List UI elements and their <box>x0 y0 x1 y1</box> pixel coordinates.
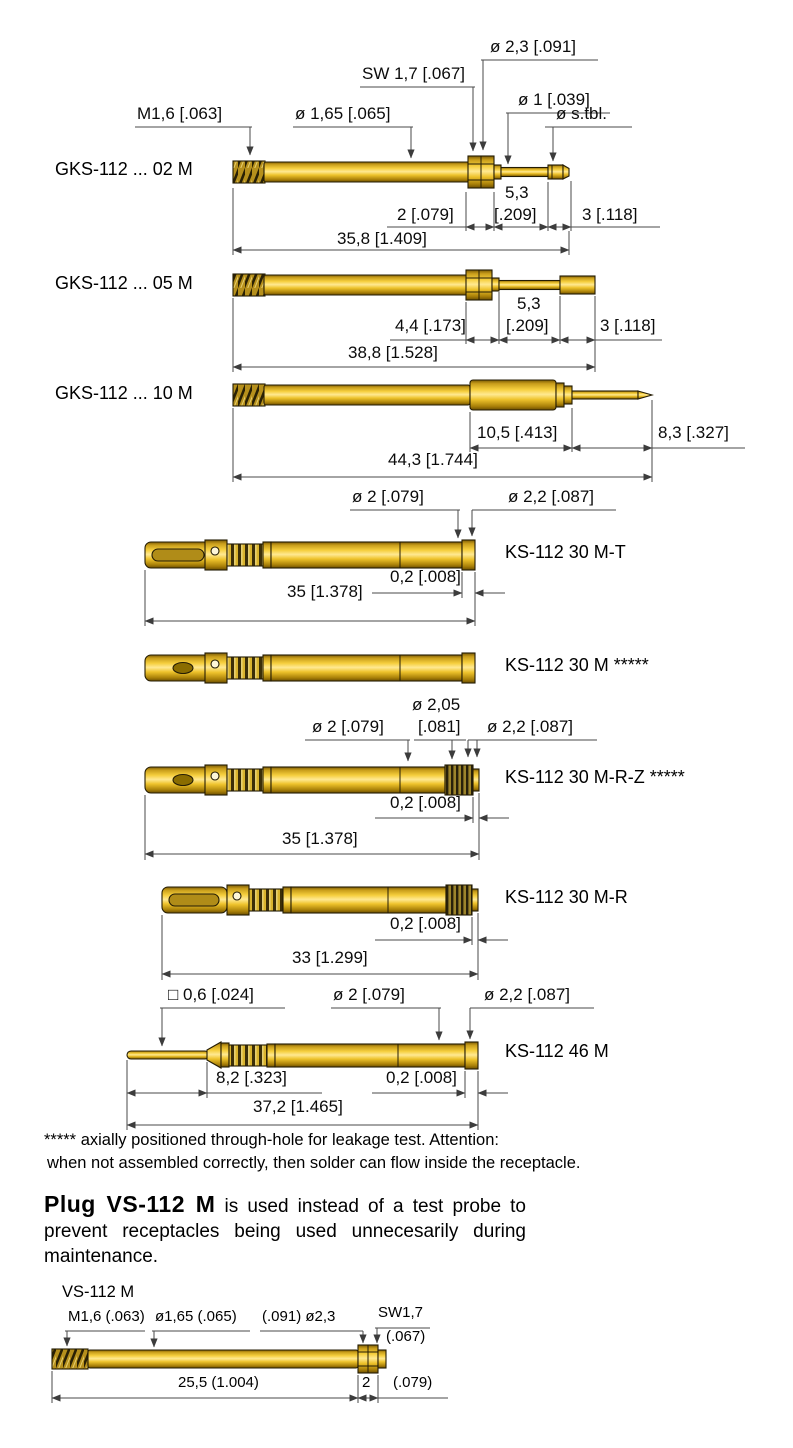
dim-gks05-total: 38,8 [1.528] <box>348 343 438 362</box>
dim-gks02-209: [.209] <box>494 205 537 224</box>
label-gks02-d1: ø 1 [.039] <box>518 90 590 109</box>
label-ks46m-sq: □ 0,6 [.024] <box>168 985 254 1004</box>
model-label-vs112: VS-112 M <box>62 1283 135 1301</box>
probe-ks30mrz-drawing <box>144 764 480 796</box>
model-label-ks46m: KS-112 46 M <box>505 1041 609 1061</box>
dim-ks30mrz-total: 35 [1.378] <box>282 829 358 848</box>
label-ks30mrz-d205: ø 2,05 <box>412 695 461 714</box>
dim-gks05-44: 4,4 [.173] <box>395 316 466 335</box>
gks10-dimensions <box>232 400 745 482</box>
dim-ks30mt-total: 35 [1.378] <box>287 582 363 601</box>
model-label-ks30mt: KS-112 30 M-T <box>505 542 626 562</box>
model-label-ks30mr: KS-112 30 M-R <box>505 887 628 907</box>
label-ks30mrz-d22: ø 2,2 [.087] <box>487 717 573 736</box>
dim-vs112-total: 25,5 (1.004) <box>178 1374 259 1391</box>
label-gks02-d165: ø 1,65 [.065] <box>295 104 391 123</box>
dim-gks02-3: 3 [.118] <box>582 205 638 224</box>
plug-note-title: Plug VS-112 M <box>44 1191 216 1217</box>
label-gks02-m16: M1,6 [.063] <box>137 104 223 123</box>
dim-ks30mt-02: 0,2 [.008] <box>390 567 461 586</box>
probe-gks05-drawing <box>232 269 596 301</box>
label-vs112-sw: SW1,7 <box>378 1304 424 1321</box>
vs112-dimensions <box>51 1327 448 1403</box>
dim-ks30mrz-02: 0,2 [.008] <box>390 793 461 812</box>
model-label-ks30mrz: KS-112 30 M-R-Z ***** <box>505 767 685 787</box>
label-vs112-d165: ø1,65 (.065) <box>155 1308 237 1325</box>
dim-gks02-total: 35,8 [1.409] <box>337 229 427 248</box>
ks30mt-dimensions <box>144 509 616 626</box>
ks46m-dimensions <box>126 1007 594 1130</box>
plug-note-paragraph: Plug VS-112 M is used instead of a test … <box>44 1192 526 1269</box>
label-ks46m-d22: ø 2,2 [.087] <box>484 985 570 1004</box>
dim-gks05-209: [.209] <box>506 316 549 335</box>
dim-gks10-83: 8,3 [.327] <box>658 423 729 442</box>
model-label-gks05: GKS-112 ... 05 M <box>55 273 193 293</box>
dim-ks46m-total: 37,2 [1.465] <box>253 1097 343 1116</box>
gks02-dimensions <box>135 59 660 255</box>
probe-ks30m-drawing <box>144 652 476 684</box>
label-ks46m-d2: ø 2 [.079] <box>333 985 405 1004</box>
dim-ks46m-82: 8,2 [.323] <box>216 1068 287 1087</box>
dim-ks30mr-total: 33 [1.299] <box>292 948 368 967</box>
label-vs112-d23: (.091) ø2,3 <box>262 1308 336 1325</box>
dim-gks02-2: 2 [.079] <box>397 205 454 224</box>
probe-ks30mt-drawing <box>144 539 476 571</box>
dim-gks10-total: 44,3 [1.744] <box>388 450 478 469</box>
label-vs112-m16: M1,6 (.063) <box>68 1308 145 1325</box>
dim-gks02-53: 5,3 <box>505 183 529 202</box>
plug-note-text: is used instead of a test probe to preve… <box>44 1196 526 1267</box>
dim-gks05-3: 3 [.118] <box>600 316 656 335</box>
model-label-gks02: GKS-112 ... 02 M <box>55 159 193 179</box>
label-gks02-d23: ø 2,3 [.091] <box>490 37 576 56</box>
label-ks30mrz-d2: ø 2 [.079] <box>312 717 384 736</box>
gks05-dimensions <box>232 292 662 372</box>
probe-gks10-drawing <box>232 379 655 411</box>
label-ks30mrz-d205b: [.081] <box>418 717 461 736</box>
ks30mr-dimensions <box>161 913 508 980</box>
label-gks02-dstbl: ø s.tbl. <box>556 104 608 123</box>
dim-vs112-079: (.079) <box>393 1374 433 1391</box>
ks30mrz-dimensions <box>144 739 597 860</box>
probe-gks02-drawing <box>232 155 570 189</box>
dim-gks10-105: 10,5 [.413] <box>477 423 558 442</box>
label-ks30mt-d2: ø 2 [.079] <box>352 487 424 506</box>
probe-vs112-drawing <box>51 1344 387 1374</box>
model-label-gks10: GKS-112 ... 10 M <box>55 383 193 403</box>
probe-ks46m-drawing <box>126 1041 479 1070</box>
label-gks02-sw: SW 1,7 [.067] <box>362 64 465 83</box>
footnote-line1: ***** axially positioned through-hole fo… <box>44 1131 499 1149</box>
dim-gks05-53: 5,3 <box>517 294 541 313</box>
dim-ks46m-02: 0,2 [.008] <box>386 1068 457 1087</box>
label-ks30mt-d22: ø 2,2 [.087] <box>508 487 594 506</box>
footnote-line2: when not assembled correctly, then solde… <box>47 1154 581 1172</box>
probe-ks30mr-drawing <box>161 884 479 916</box>
label-vs112-sw-inch: (.067) <box>386 1328 426 1345</box>
dim-ks30mr-02: 0,2 [.008] <box>390 914 461 933</box>
dim-vs112-2: 2 <box>362 1374 371 1391</box>
model-label-ks30m: KS-112 30 M ***** <box>505 655 649 675</box>
